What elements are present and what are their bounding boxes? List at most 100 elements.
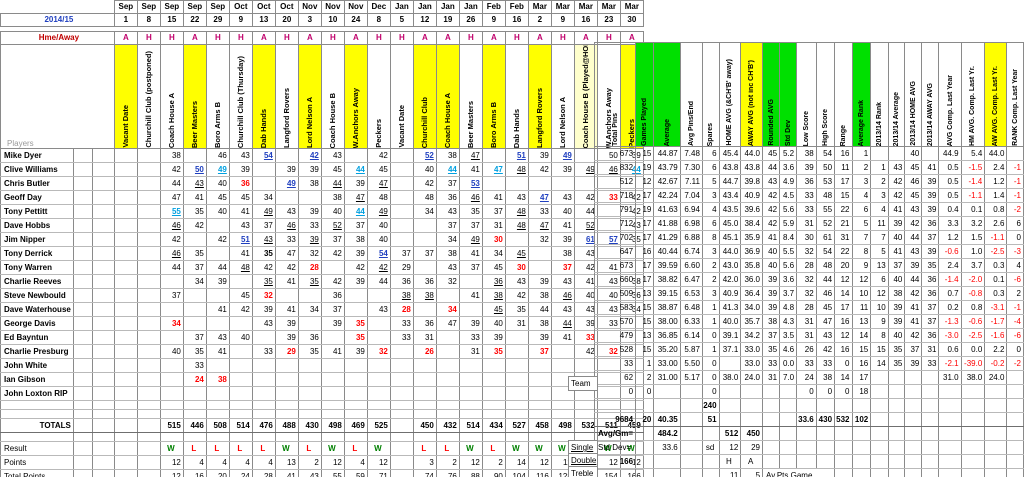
stats-column-header[interactable]: Total Pins [593,42,637,147]
opponent-header[interactable]: W.Anchors Away [343,44,368,149]
score-cell[interactable]: 46 [550,288,575,303]
score-cell[interactable]: 45 [228,190,253,205]
opponent-header[interactable]: Churchill Club [412,44,437,149]
score-cell[interactable]: 35 [343,316,368,331]
score-cell[interactable]: 35 [297,274,322,289]
score-cell[interactable]: 44 [320,176,345,191]
score-cell[interactable] [136,386,161,401]
score-cell[interactable] [136,162,161,177]
score-cell[interactable]: 41 [205,344,230,359]
score-cell[interactable] [458,302,483,317]
score-cell[interactable] [527,176,552,191]
score-cell[interactable]: 39 [527,330,552,345]
player-name[interactable]: Tony Pettitt [0,204,74,219]
score-cell[interactable] [159,330,184,345]
score-cell[interactable]: 40 [159,344,184,359]
score-cell[interactable] [113,176,138,191]
score-cell[interactable]: 36 [297,330,322,345]
opponent-header[interactable]: Dab Hands [504,44,529,149]
score-cell[interactable] [343,288,368,303]
score-cell[interactable]: 29 [389,260,414,275]
score-cell[interactable] [435,288,460,303]
score-cell[interactable]: 44 [159,260,184,275]
score-cell[interactable]: 32 [297,246,322,261]
score-cell[interactable]: 49 [458,232,483,247]
score-cell[interactable]: 46 [205,148,230,163]
score-cell[interactable] [274,148,299,163]
score-cell[interactable] [366,288,391,303]
score-cell[interactable] [435,330,460,345]
opponent-header[interactable]: Coach House B (Played@HOME) [573,44,598,149]
score-cell[interactable]: 34 [182,274,207,289]
score-cell[interactable]: 51 [504,148,529,163]
score-cell[interactable] [113,232,138,247]
score-cell[interactable]: 39 [251,302,276,317]
score-cell[interactable]: 37 [481,204,506,219]
score-cell[interactable]: 33 [389,316,414,331]
score-cell[interactable] [251,386,276,401]
player-name[interactable]: Dave Hobbs [0,218,74,233]
score-cell[interactable] [320,330,345,345]
score-cell[interactable] [274,386,299,401]
opponent-header[interactable]: Lord Nelson A [297,44,322,149]
score-cell[interactable] [113,302,138,317]
score-cell[interactable]: 47 [527,190,552,205]
opponent-header[interactable]: Coach House B [320,44,345,149]
score-cell[interactable] [274,288,299,303]
score-cell[interactable] [136,288,161,303]
opponent-header[interactable]: Vacant Date [389,44,414,149]
score-cell[interactable]: 49 [251,204,276,219]
score-cell[interactable] [251,372,276,387]
score-cell[interactable] [113,386,138,401]
stats-column-header[interactable]: Avg Pins/End [679,42,703,147]
score-cell[interactable] [251,176,276,191]
player-name[interactable]: Ian Gibson [0,372,74,387]
score-cell[interactable] [458,274,483,289]
score-cell[interactable] [366,372,391,387]
score-cell[interactable]: 52 [412,148,437,163]
stats-column-header[interactable]: HM AVG. Comp. Last Yr. [960,42,986,147]
score-cell[interactable]: 47 [458,148,483,163]
opponent-header[interactable]: Coach House A [159,44,184,149]
score-cell[interactable]: 31 [481,218,506,233]
score-cell[interactable] [366,330,391,345]
score-cell[interactable] [389,358,414,373]
score-cell[interactable]: 50 [182,162,207,177]
score-cell[interactable]: 41 [274,302,299,317]
score-cell[interactable]: 35 [251,246,276,261]
score-cell[interactable]: 42 [297,148,322,163]
score-cell[interactable] [458,386,483,401]
score-cell[interactable]: 39 [343,176,368,191]
score-cell[interactable]: 29 [274,344,299,359]
score-cell[interactable]: 39 [297,204,322,219]
score-cell[interactable]: 31 [458,344,483,359]
score-cell[interactable]: 31 [504,316,529,331]
score-cell[interactable]: 36 [389,274,414,289]
score-cell[interactable] [389,204,414,219]
score-cell[interactable]: 40 [550,204,575,219]
score-cell[interactable]: 48 [504,218,529,233]
score-cell[interactable] [159,372,184,387]
score-cell[interactable] [228,274,253,289]
score-cell[interactable]: 35 [343,330,368,345]
score-cell[interactable] [435,386,460,401]
score-cell[interactable] [343,302,368,317]
score-cell[interactable] [458,372,483,387]
score-cell[interactable]: 41 [182,190,207,205]
player-name[interactable]: Charlie Presburg [0,344,74,359]
score-cell[interactable]: 43 [251,232,276,247]
opponent-header[interactable]: Langford Rovers [527,44,552,149]
opponent-header[interactable]: Lord Nelson A [550,44,575,149]
score-cell[interactable]: 41 [205,302,230,317]
score-cell[interactable] [136,330,161,345]
score-cell[interactable] [297,316,322,331]
score-cell[interactable]: 33 [274,232,299,247]
score-cell[interactable] [343,372,368,387]
score-cell[interactable]: 36 [481,274,506,289]
score-cell[interactable] [389,162,414,177]
score-cell[interactable] [481,176,506,191]
score-cell[interactable]: 38 [527,316,552,331]
score-cell[interactable] [113,190,138,205]
score-cell[interactable]: 44 [343,162,368,177]
score-cell[interactable] [412,302,437,317]
